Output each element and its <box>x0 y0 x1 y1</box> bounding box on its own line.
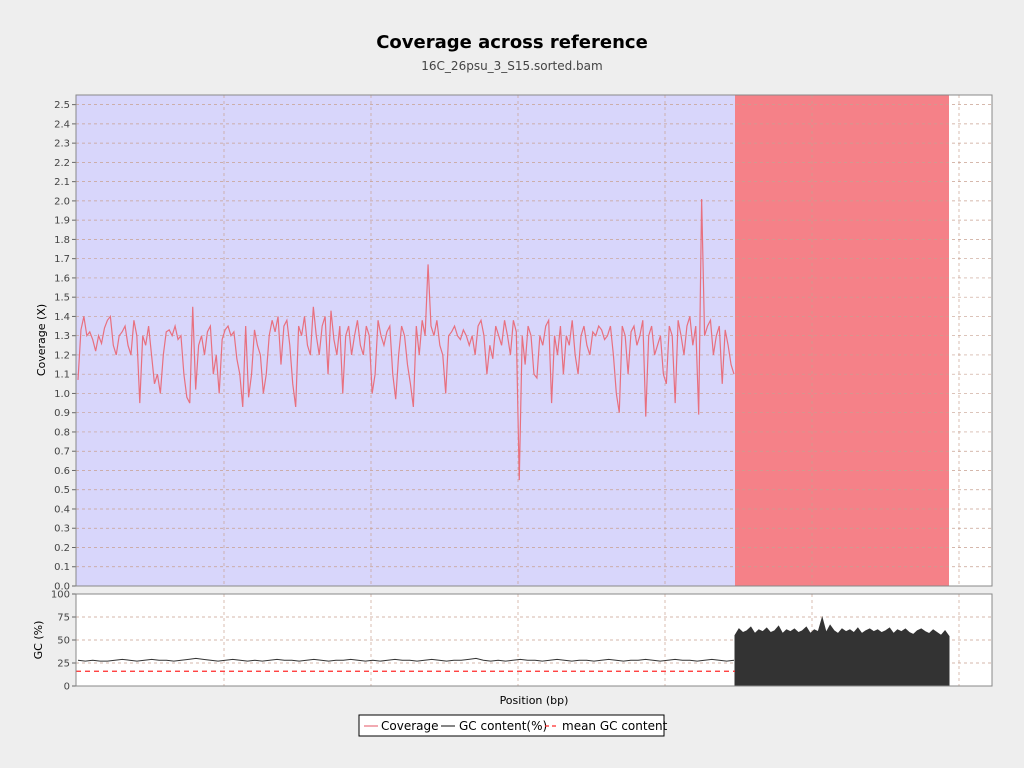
coverage-y-tick-label: 2.5 <box>54 100 70 111</box>
gc-y-tick-label: 75 <box>57 613 70 624</box>
coverage-y-tick-label: 0.9 <box>54 408 70 419</box>
coverage-y-tick-label: 1.9 <box>54 216 70 227</box>
coverage-y-tick-label: 0.7 <box>54 447 70 458</box>
coverage-y-tick-label: 1.7 <box>54 254 70 265</box>
legend-mean-gc-label: mean GC content <box>562 719 668 733</box>
coverage-y-tick-label: 1.1 <box>54 370 70 381</box>
coverage-y-tick-label: 0.8 <box>54 427 70 438</box>
gc-y-axis-label: GC (%) <box>32 621 45 660</box>
coverage-y-tick-label: 2.4 <box>54 119 70 130</box>
coverage-y-tick-label: 0.2 <box>54 543 70 554</box>
gc-y-tick-label: 100 <box>51 590 70 601</box>
coverage-y-tick-label: 0.3 <box>54 524 70 535</box>
gc-dense-block <box>734 616 950 687</box>
coverage-y-tick-label: 1.6 <box>54 273 70 284</box>
coverage-y-tick-label: 2.0 <box>54 196 70 207</box>
coverage-y-axis-label: Coverage (X) <box>35 304 48 376</box>
coverage-y-tick-label: 1.5 <box>54 293 70 304</box>
coverage-plot: 0.0 0.1 0.2 0.3 0.4 0.5 0.6 0.7 0.8 0.9 1.0 1.1 1.2 1… <box>54 94 993 593</box>
coverage-y-tick-label: 0.0 <box>54 582 70 593</box>
coverage-y-tick-label: 0.1 <box>54 562 70 573</box>
legend-box <box>358 714 665 737</box>
coverage-y-tick-label: 2.3 <box>54 139 70 150</box>
gc-y-tick-label: 50 <box>57 636 70 647</box>
gc-series-line <box>77 657 735 662</box>
gc-plot-border <box>75 593 993 687</box>
coverage-y-tick-label: 0.4 <box>54 504 70 515</box>
coverage-y-tick-label: 0.5 <box>54 485 70 496</box>
chart-title: Coverage across reference <box>376 32 648 53</box>
gc-plot: 0 25 50 75 100 <box>51 590 993 693</box>
coverage-y-tick-label: 1.4 <box>54 312 70 323</box>
coverage-y-tick-label: 1.8 <box>54 235 70 246</box>
legend: Coverage GC content(%) mean GC content <box>358 714 668 737</box>
legend-coverage-label: Coverage <box>381 719 439 733</box>
gc-y-tick-label: 25 <box>57 659 70 670</box>
chart-subtitle: 16C_26psu_3_S15.sorted.bam <box>421 59 602 73</box>
coverage-plot-border <box>75 94 993 587</box>
legend-gc-label: GC content(%) <box>459 719 547 733</box>
coverage-y-tick-label: 2.1 <box>54 177 70 188</box>
coverage-series-line <box>77 198 735 481</box>
gc-y-tick-label: 0 <box>64 682 70 693</box>
x-axis-label: Position (bp) <box>500 694 569 707</box>
coverage-y-tick-label: 1.3 <box>54 331 70 342</box>
coverage-y-tick-label: 1.0 <box>54 389 70 400</box>
coverage-y-tick-label: 0.6 <box>54 466 70 477</box>
coverage-y-tick-label: 2.2 <box>54 158 70 169</box>
coverage-y-tick-label: 1.2 <box>54 350 70 361</box>
coverage-region-red <box>735 95 949 586</box>
